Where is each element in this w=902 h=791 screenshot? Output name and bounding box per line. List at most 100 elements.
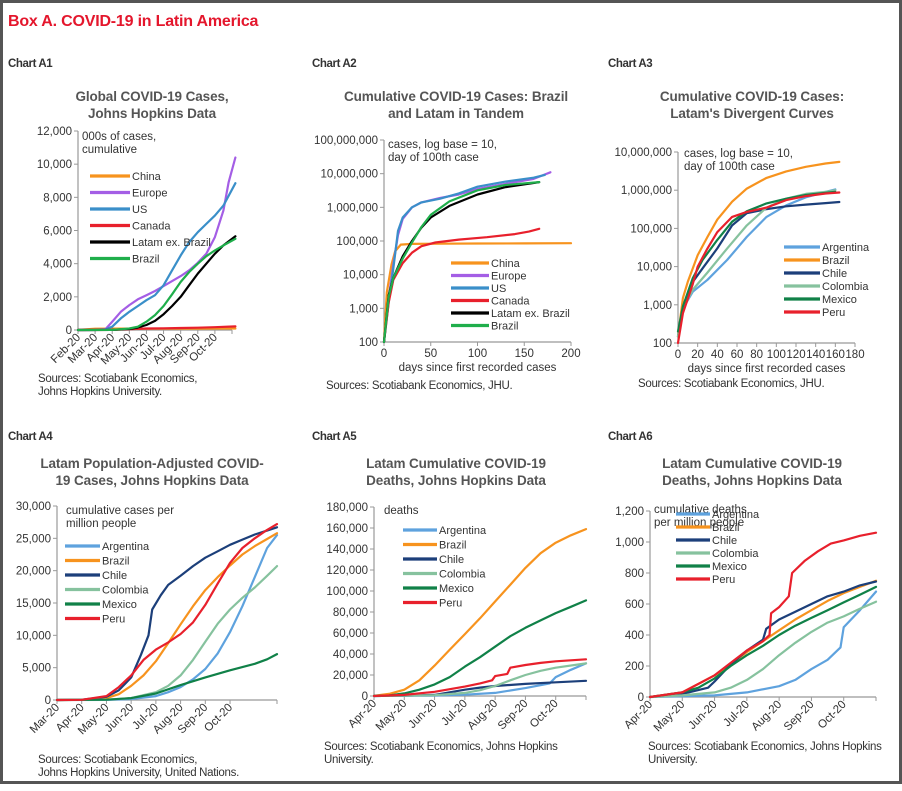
series-line-brazil [55, 532, 279, 702]
series-line-argentina [55, 534, 279, 702]
y-tick-label: 1,000 [349, 303, 378, 315]
legend-label: Colombia [439, 569, 486, 581]
legend-label: Brazil [712, 522, 740, 534]
x-tick-label: 50 [424, 348, 437, 360]
x-tick-label: 150 [515, 348, 534, 360]
chart-title: Cumulative COVID-19 Cases: Latam's Diverg… [602, 88, 902, 122]
legend-label: Europe [491, 271, 526, 283]
chart-source: Sources: Scotiabank Economics, JHU. [638, 378, 825, 391]
chart-title-line: Global COVID-19 Cases, [75, 89, 229, 104]
y-tick-label: 0 [45, 695, 51, 707]
y-tick-label: 10,000 [343, 270, 378, 282]
series-line-us [76, 182, 237, 332]
legend-label: Peru [102, 614, 125, 626]
chart-label: Chart A6 [608, 431, 653, 443]
legend-label: Colombia [822, 281, 869, 293]
chart-title-line: Latam's Divergent Curves [670, 106, 834, 121]
x-tick-label: May-20 [652, 699, 688, 735]
source-line: Johns Hopkins University. [38, 386, 162, 398]
series-line-peru [55, 523, 279, 702]
series-line-china [382, 242, 573, 344]
x-tick-label: 0 [675, 349, 681, 361]
chart-svg: 02004006008001,0001,200Apr-20May-20Jun-2… [615, 504, 878, 735]
x-tick-label: 100 [767, 349, 786, 361]
y-tick-label: 15,000 [16, 598, 51, 610]
series-line-mexico [648, 585, 878, 699]
chart-label: Chart A1 [8, 58, 53, 70]
chart-title-line: Latam Cumulative COVID-19 [366, 456, 546, 471]
x-tick-label: Jul-20 [721, 699, 752, 730]
axis-note: day of 100th case [388, 152, 479, 164]
legend-label: Brazil [822, 255, 850, 267]
y-tick-label: 0 [362, 691, 368, 703]
series-line-latam-ex-brazil [76, 235, 237, 332]
y-tick-label: 25,000 [16, 533, 51, 545]
y-tick-label: 20,000 [16, 566, 51, 578]
y-tick-label: 10,000 [637, 262, 672, 274]
x-tick-label: 0 [381, 348, 387, 360]
chart-title-line: Cumulative COVID-19 Cases: [659, 89, 845, 104]
y-tick-label: 6,000 [43, 226, 72, 238]
series-line-brazil [676, 160, 841, 338]
y-tick-label: 40,000 [333, 649, 368, 661]
y-tick-label: 80,000 [333, 607, 368, 619]
y-tick-label: 10,000,000 [614, 147, 672, 159]
source-line: Sources: Scotiabank Economics, JHU. [638, 378, 825, 390]
x-tick-label: Jun-20 [406, 698, 439, 731]
y-tick-label: 4,000 [43, 259, 72, 271]
y-tick-label: 0 [638, 692, 644, 704]
legend-label: Mexico [102, 599, 137, 611]
chart-label: Chart A2 [312, 58, 357, 70]
legend-label: Colombia [102, 585, 149, 597]
chart-label: Chart A5 [312, 431, 357, 443]
chart-source: Sources: Scotiabank Economics, Johns Hopk… [38, 754, 239, 780]
source-line: Sources: Scotiabank Economics, JHU. [326, 380, 513, 392]
chart-source: Sources: Scotiabank Economics, Johns Hop… [648, 741, 882, 767]
legend-label: China [132, 171, 162, 183]
y-tick-label: 12,000 [37, 126, 72, 138]
x-tick-label: 160 [826, 349, 845, 361]
legend-label: Mexico [822, 294, 857, 306]
axis-note: deaths [384, 505, 419, 517]
series-line-peru [372, 658, 588, 698]
legend-label: Brazil [132, 254, 160, 266]
y-tick-label: 8,000 [43, 192, 72, 204]
series-line-argentina [648, 590, 878, 699]
y-tick-label: 10,000 [37, 159, 72, 171]
y-tick-label: 200 [625, 661, 644, 673]
series-line-peru [648, 531, 878, 699]
legend-label: Mexico [439, 583, 474, 595]
chart-panel-a1: Chart A1 Global COVID-19 Cases, Johns Hopk… [2, 58, 302, 418]
x-tick-label: 60 [731, 349, 744, 361]
chart-title-line: Cumulative COVID-19 Cases: Brazil [343, 89, 569, 104]
y-tick-label: 120,000 [326, 565, 368, 577]
chart-title-line: Johns Hopkins Data [88, 106, 216, 121]
y-tick-label: 10,000 [16, 630, 51, 642]
series-line-mexico [372, 599, 588, 697]
chart-title-line: and Latam in Tandem [388, 106, 524, 121]
legend-label: Chile [712, 535, 737, 547]
legend-label: Brazil [491, 321, 519, 333]
chart-title: Latam Cumulative COVID-19 Deaths, Johns H… [602, 455, 902, 489]
chart-svg: 02,0004,0006,0008,00010,00012,000Feb-20M… [37, 126, 237, 367]
y-tick-label: 100 [359, 337, 378, 349]
x-tick-label: Aug-20 [750, 699, 785, 734]
chart-svg: 0 20,000 40,000 60,000 80,000 100,000 120,000 1… [326, 502, 588, 733]
chart-panel-a5: Chart A5 Latam Cumulative COVID-19 Deaths,… [306, 431, 606, 791]
source-line: Sources: Scotiabank Economics, Johns Hop… [648, 741, 882, 753]
y-tick-label: 100 [653, 338, 672, 350]
y-tick-label: 100,000 [326, 586, 368, 598]
y-tick-label: 1,000 [643, 300, 672, 312]
legend-label: Brazil [102, 556, 130, 568]
x-axis-label: days since first recorded cases [399, 362, 557, 374]
legend-label: Colombia [712, 548, 759, 560]
chart-title: Latam Population-Adjusted COVID- 19 Cases… [2, 455, 302, 489]
chart-svg: 05,00010,00015,00020,00025,00030,000Mar-… [16, 501, 279, 737]
box-title: Box A. COVID-19 in Latin America [8, 13, 259, 30]
source-line: Sources: Scotiabank Economics, [38, 373, 198, 385]
legend-label: Latam ex. Brazil [491, 308, 570, 320]
legend-label: Canada [491, 296, 530, 308]
legend-label: China [491, 258, 521, 270]
series-line-brazil [382, 181, 541, 344]
series-line-brazil [372, 528, 588, 697]
